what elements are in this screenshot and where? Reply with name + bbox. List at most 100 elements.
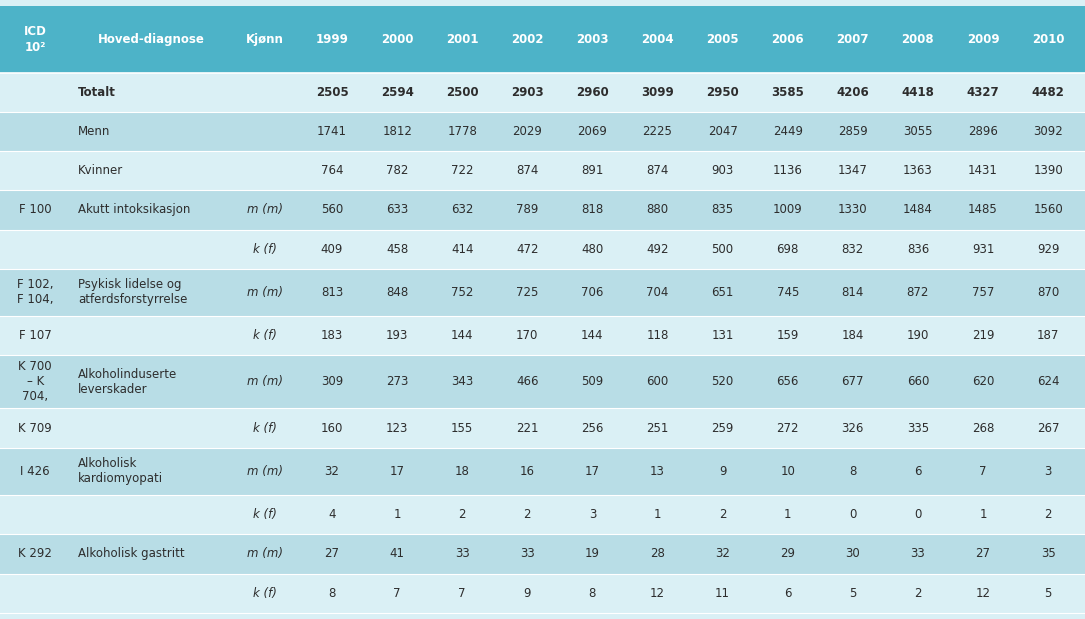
Text: 7: 7 bbox=[459, 587, 465, 600]
Text: 29: 29 bbox=[780, 547, 795, 560]
Text: 1741: 1741 bbox=[317, 125, 347, 138]
Text: 256: 256 bbox=[582, 422, 603, 435]
Bar bbox=[0, 448, 1085, 495]
Text: 2: 2 bbox=[719, 508, 726, 521]
Text: 870: 870 bbox=[1037, 286, 1059, 299]
Bar bbox=[0, 495, 1085, 534]
Text: K 292: K 292 bbox=[18, 547, 52, 560]
Text: 8: 8 bbox=[850, 465, 856, 478]
Text: Kvinner: Kvinner bbox=[78, 164, 124, 177]
Text: 782: 782 bbox=[386, 164, 408, 177]
Text: 268: 268 bbox=[972, 422, 994, 435]
Text: 1: 1 bbox=[784, 508, 791, 521]
Text: Alkoholisk gastritt: Alkoholisk gastritt bbox=[78, 547, 184, 560]
Text: 2: 2 bbox=[1045, 508, 1051, 521]
Text: 757: 757 bbox=[972, 286, 994, 299]
Text: 4: 4 bbox=[329, 508, 335, 521]
Text: 1347: 1347 bbox=[838, 164, 868, 177]
Text: 0: 0 bbox=[915, 508, 921, 521]
Text: 3092: 3092 bbox=[1033, 125, 1063, 138]
Text: 4206: 4206 bbox=[837, 85, 869, 98]
Text: 251: 251 bbox=[647, 422, 668, 435]
Text: 414: 414 bbox=[451, 243, 473, 256]
Text: 183: 183 bbox=[321, 329, 343, 342]
Text: m (m): m (m) bbox=[247, 286, 283, 299]
Text: 891: 891 bbox=[582, 164, 603, 177]
Text: 7: 7 bbox=[394, 587, 400, 600]
Text: Hoved-diagnose: Hoved-diagnose bbox=[98, 33, 204, 46]
Text: 221: 221 bbox=[516, 422, 538, 435]
Text: 651: 651 bbox=[712, 286, 733, 299]
Text: Psykisk lidelse og
atferdsforstyrrelse: Psykisk lidelse og atferdsforstyrrelse bbox=[78, 279, 188, 306]
Text: 4327: 4327 bbox=[967, 85, 999, 98]
Text: Totalt: Totalt bbox=[78, 85, 116, 98]
Bar bbox=[0, 6, 1085, 72]
Text: 2008: 2008 bbox=[902, 33, 934, 46]
Text: 2449: 2449 bbox=[773, 125, 803, 138]
Text: m (m): m (m) bbox=[247, 376, 283, 389]
Text: 2: 2 bbox=[459, 508, 465, 521]
Text: 219: 219 bbox=[972, 329, 994, 342]
Text: 2006: 2006 bbox=[771, 33, 804, 46]
Text: 1136: 1136 bbox=[773, 164, 803, 177]
Text: m (m): m (m) bbox=[247, 547, 283, 560]
Bar bbox=[0, 269, 1085, 316]
Text: 472: 472 bbox=[516, 243, 538, 256]
Text: 6: 6 bbox=[784, 587, 791, 600]
Text: ICD
10²: ICD 10² bbox=[24, 25, 47, 54]
Text: 343: 343 bbox=[451, 376, 473, 389]
Text: 509: 509 bbox=[582, 376, 603, 389]
Text: 13: 13 bbox=[650, 465, 665, 478]
Text: 184: 184 bbox=[842, 329, 864, 342]
Text: 1009: 1009 bbox=[773, 204, 803, 217]
Text: 35: 35 bbox=[1041, 547, 1056, 560]
Text: 2960: 2960 bbox=[576, 85, 609, 98]
Text: K 700
– K
704,: K 700 – K 704, bbox=[18, 360, 52, 404]
Text: 32: 32 bbox=[715, 547, 730, 560]
Text: 706: 706 bbox=[582, 286, 603, 299]
Text: 466: 466 bbox=[516, 376, 538, 389]
Text: 620: 620 bbox=[972, 376, 994, 389]
Text: 2505: 2505 bbox=[316, 85, 348, 98]
Text: k (f): k (f) bbox=[253, 508, 278, 521]
Text: 500: 500 bbox=[712, 243, 733, 256]
Text: 1485: 1485 bbox=[968, 204, 998, 217]
Text: m (m): m (m) bbox=[247, 204, 283, 217]
Text: 259: 259 bbox=[712, 422, 733, 435]
Text: 3055: 3055 bbox=[903, 125, 933, 138]
Text: 1484: 1484 bbox=[903, 204, 933, 217]
Text: 813: 813 bbox=[321, 286, 343, 299]
Text: 2859: 2859 bbox=[838, 125, 868, 138]
Text: 160: 160 bbox=[321, 422, 343, 435]
Text: 16: 16 bbox=[520, 465, 535, 478]
Text: 1778: 1778 bbox=[447, 125, 477, 138]
Text: 6: 6 bbox=[915, 465, 921, 478]
Text: 3099: 3099 bbox=[641, 85, 674, 98]
Text: 12: 12 bbox=[975, 587, 991, 600]
Text: K 709: K 709 bbox=[18, 422, 52, 435]
Text: 2047: 2047 bbox=[707, 125, 738, 138]
Text: 187: 187 bbox=[1037, 329, 1059, 342]
Text: 1999: 1999 bbox=[316, 33, 348, 46]
Text: 272: 272 bbox=[777, 422, 799, 435]
Text: 2000: 2000 bbox=[381, 33, 413, 46]
Text: 326: 326 bbox=[842, 422, 864, 435]
Text: 2009: 2009 bbox=[967, 33, 999, 46]
Bar bbox=[0, 230, 1085, 269]
Text: 335: 335 bbox=[907, 422, 929, 435]
Text: 27: 27 bbox=[324, 547, 340, 560]
Text: k (f): k (f) bbox=[253, 329, 278, 342]
Text: 2001: 2001 bbox=[446, 33, 478, 46]
Text: 1390: 1390 bbox=[1033, 164, 1063, 177]
Text: 677: 677 bbox=[842, 376, 864, 389]
Text: 1: 1 bbox=[654, 508, 661, 521]
Text: 880: 880 bbox=[647, 204, 668, 217]
Text: 789: 789 bbox=[516, 204, 538, 217]
Text: F 107: F 107 bbox=[18, 329, 52, 342]
Text: 1: 1 bbox=[980, 508, 986, 521]
Text: 2: 2 bbox=[524, 508, 531, 521]
Text: 764: 764 bbox=[321, 164, 343, 177]
Text: Kjønn: Kjønn bbox=[246, 33, 284, 46]
Text: 704: 704 bbox=[647, 286, 668, 299]
Bar bbox=[0, 355, 1085, 409]
